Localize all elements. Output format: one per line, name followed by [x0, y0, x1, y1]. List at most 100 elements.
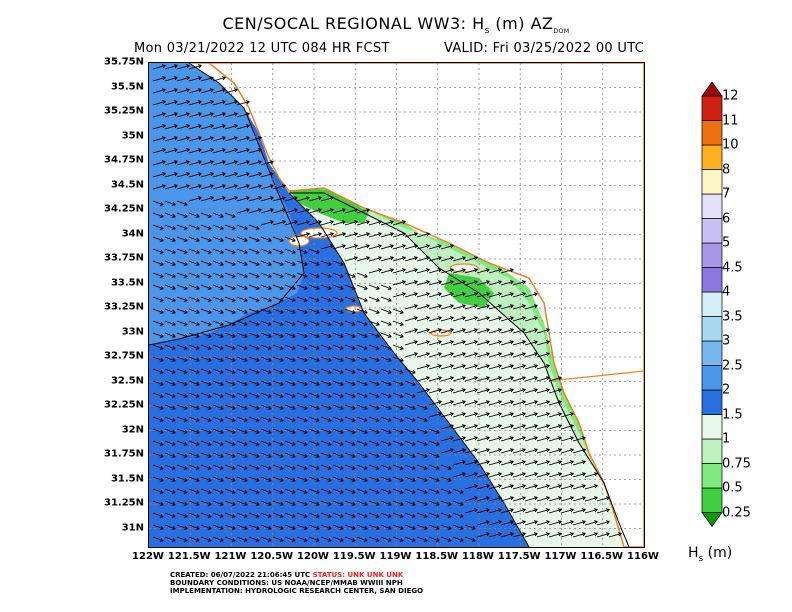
wave-arrow — [212, 512, 224, 518]
wave-arrow — [524, 340, 538, 346]
wave-arrow — [176, 476, 188, 482]
wave-arrow — [416, 440, 428, 446]
wave-arrow — [344, 380, 356, 386]
wave-arrow — [152, 248, 164, 254]
lon-tick-label: 116.5W — [580, 551, 624, 562]
wave-arrow — [452, 436, 466, 442]
wave-arrow — [164, 212, 176, 218]
wave-arrow — [200, 392, 212, 398]
wave-arrow — [560, 460, 574, 466]
title-text-mid: (m) AZ — [489, 14, 554, 33]
wave-arrow — [476, 484, 490, 490]
wave-arrow — [188, 112, 202, 118]
wave-arrow — [200, 488, 212, 494]
wave-arrow — [284, 440, 296, 446]
wave-arrow — [224, 404, 236, 410]
wave-arrow — [512, 448, 526, 454]
wave-arrow — [512, 400, 526, 406]
wave-arrow — [284, 356, 296, 362]
wave-arrow — [392, 452, 404, 458]
wave-arrow — [200, 136, 214, 142]
wave-arrow — [488, 460, 502, 466]
wave-arrow — [524, 364, 538, 370]
wave-arrow — [212, 524, 224, 530]
wave-arrow — [260, 524, 272, 530]
wave-arrow — [152, 452, 164, 458]
wave-arrow — [332, 308, 344, 314]
wave-arrow — [440, 340, 454, 346]
wave-arrow — [224, 524, 236, 530]
wave-arrow — [200, 512, 212, 518]
wave-arrow — [404, 416, 416, 422]
wave-arrow — [260, 452, 272, 458]
wave-arrow — [260, 416, 272, 422]
wave-arrow — [212, 148, 226, 154]
wave-arrow — [236, 272, 248, 278]
wave-arrow — [176, 536, 188, 542]
lat-tick-label: 31.5N — [110, 473, 144, 484]
status-text: STATUS: UNK UNK UNK — [312, 571, 404, 579]
wave-arrow — [368, 368, 380, 374]
wave-arrow — [500, 412, 514, 418]
wave-arrow — [464, 292, 478, 298]
wave-arrow — [332, 260, 344, 266]
wave-arrow — [260, 296, 272, 302]
wave-arrow — [584, 496, 598, 502]
wave-arrow — [236, 500, 248, 506]
colorbar-level-label: 1 — [722, 431, 731, 447]
wave-arrow — [368, 320, 380, 326]
wave-arrow — [248, 224, 260, 230]
wave-arrow — [452, 512, 464, 518]
wave-arrow — [452, 280, 466, 286]
wave-arrow — [236, 344, 248, 350]
colorbar-level-label: 3.5 — [722, 309, 743, 324]
wave-arrow — [236, 380, 248, 386]
wave-arrow — [344, 440, 356, 446]
wave-arrow — [536, 520, 550, 526]
wave-arrow — [368, 512, 380, 518]
wave-arrow — [188, 512, 200, 518]
wave-arrow — [500, 532, 514, 538]
wave-arrow — [308, 308, 320, 314]
wave-arrow — [284, 464, 296, 470]
wave-arrow — [224, 112, 238, 118]
colorbar-level-label: 4 — [722, 284, 731, 300]
wave-arrow — [308, 332, 320, 338]
wave-arrow — [200, 284, 212, 290]
wave-arrow — [368, 524, 380, 530]
wave-arrow — [248, 272, 260, 278]
wave-arrow — [320, 368, 332, 374]
wave-arrow — [272, 344, 284, 350]
wave-arrow — [320, 284, 332, 290]
wave-arrow — [476, 316, 490, 322]
wave-arrow — [368, 380, 380, 386]
footer-boundary: BOUNDARY CONDITIONS: US NOAA/NCEP/MMAB W… — [170, 579, 403, 587]
wave-arrow — [332, 404, 344, 410]
wave-arrow — [152, 356, 164, 362]
wave-arrow — [236, 208, 250, 214]
wave-arrow — [476, 448, 490, 454]
wave-arrow — [212, 184, 226, 190]
wave-arrow — [356, 464, 368, 470]
wave-arrow — [392, 440, 404, 446]
wave-arrow — [464, 472, 478, 478]
wave-arrow — [212, 536, 224, 542]
wave-arrow — [308, 428, 320, 434]
wave-arrow — [404, 392, 416, 398]
wave-arrow — [164, 464, 176, 470]
wave-arrow — [296, 320, 308, 326]
wave-arrow — [500, 400, 514, 406]
wave-arrow — [188, 488, 200, 494]
wave-arrow — [248, 524, 260, 530]
wave-arrow — [224, 308, 236, 314]
wave-arrow — [332, 500, 344, 506]
wave-arrow — [212, 452, 224, 458]
wave-arrow — [512, 484, 526, 490]
wave-arrow — [368, 344, 380, 350]
wave-arrow — [428, 512, 440, 518]
wave-arrow — [296, 260, 308, 266]
wave-arrow — [152, 76, 166, 82]
wave-arrow — [164, 76, 178, 82]
wave-arrow — [152, 536, 164, 542]
wave-arrow — [404, 428, 416, 434]
